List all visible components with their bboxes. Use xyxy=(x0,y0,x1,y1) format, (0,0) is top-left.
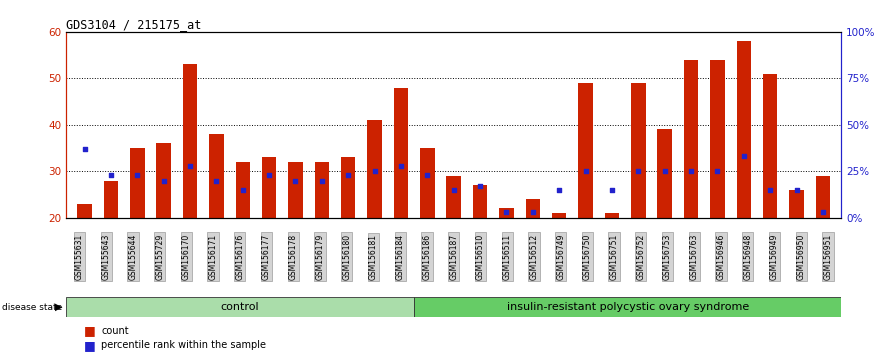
Text: GSM155729: GSM155729 xyxy=(155,234,164,280)
Bar xyxy=(710,60,725,311)
Text: GSM155644: GSM155644 xyxy=(129,233,137,280)
Point xyxy=(236,187,250,193)
Text: GSM156181: GSM156181 xyxy=(369,234,378,280)
Point xyxy=(816,209,830,215)
Point xyxy=(632,169,646,174)
Point xyxy=(104,172,118,178)
Point xyxy=(183,163,197,169)
Bar xyxy=(604,213,619,311)
Point xyxy=(684,169,698,174)
Text: GSM156179: GSM156179 xyxy=(315,234,324,280)
Bar xyxy=(367,120,381,311)
Text: GSM155643: GSM155643 xyxy=(101,233,111,280)
Bar xyxy=(789,190,803,311)
Point xyxy=(394,163,408,169)
Bar xyxy=(288,162,303,311)
Text: GDS3104 / 215175_at: GDS3104 / 215175_at xyxy=(66,18,202,31)
Text: GSM156180: GSM156180 xyxy=(343,234,352,280)
Text: count: count xyxy=(101,326,129,336)
Bar xyxy=(394,88,408,311)
Text: GSM156511: GSM156511 xyxy=(503,234,512,280)
Bar xyxy=(130,148,144,311)
Bar xyxy=(526,199,540,311)
Bar xyxy=(262,157,277,311)
Bar xyxy=(500,209,514,311)
Bar xyxy=(78,204,92,311)
Point xyxy=(579,169,593,174)
Point xyxy=(473,183,487,189)
Bar xyxy=(104,181,118,311)
Point xyxy=(315,178,329,183)
Bar xyxy=(631,83,646,311)
Text: GSM155631: GSM155631 xyxy=(75,234,84,280)
Text: GSM156949: GSM156949 xyxy=(770,233,779,280)
Bar xyxy=(737,41,751,311)
Text: disease state: disease state xyxy=(2,303,62,312)
Text: GSM156752: GSM156752 xyxy=(636,234,646,280)
Text: GSM156946: GSM156946 xyxy=(716,233,726,280)
Bar xyxy=(420,148,434,311)
Text: GSM156187: GSM156187 xyxy=(449,234,458,280)
Bar xyxy=(235,162,250,311)
Text: ■: ■ xyxy=(84,339,95,352)
Bar xyxy=(763,74,777,311)
Point xyxy=(447,187,461,193)
Bar xyxy=(578,83,593,311)
Point xyxy=(130,172,144,178)
Bar xyxy=(657,130,672,311)
Point xyxy=(341,172,355,178)
Text: GSM156176: GSM156176 xyxy=(235,234,244,280)
Point xyxy=(763,187,777,193)
Text: GSM156950: GSM156950 xyxy=(796,233,806,280)
Text: GSM156951: GSM156951 xyxy=(824,234,833,280)
Point xyxy=(288,178,302,183)
Bar xyxy=(341,157,356,311)
Text: GSM156177: GSM156177 xyxy=(262,234,271,280)
Point xyxy=(210,178,224,183)
Text: ▶: ▶ xyxy=(55,302,63,312)
Text: GSM156512: GSM156512 xyxy=(529,234,538,280)
Bar xyxy=(684,60,699,311)
Text: GSM156763: GSM156763 xyxy=(690,233,699,280)
Text: GSM156184: GSM156184 xyxy=(396,234,404,280)
Point xyxy=(157,178,171,183)
Bar xyxy=(315,162,329,311)
Point xyxy=(657,169,671,174)
Text: GSM156186: GSM156186 xyxy=(423,234,432,280)
Bar xyxy=(552,213,566,311)
Text: GSM156510: GSM156510 xyxy=(476,234,485,280)
Text: GSM156753: GSM156753 xyxy=(663,233,672,280)
Text: GSM156750: GSM156750 xyxy=(583,233,592,280)
Point xyxy=(500,209,514,215)
Point xyxy=(605,187,619,193)
Text: insulin-resistant polycystic ovary syndrome: insulin-resistant polycystic ovary syndr… xyxy=(507,302,749,312)
Bar xyxy=(447,176,461,311)
Text: GSM156171: GSM156171 xyxy=(209,234,218,280)
Point xyxy=(262,172,276,178)
Point xyxy=(737,154,751,159)
Text: percentile rank within the sample: percentile rank within the sample xyxy=(101,340,266,350)
FancyBboxPatch shape xyxy=(66,297,414,318)
Bar xyxy=(473,185,487,311)
Bar xyxy=(182,64,197,311)
Text: control: control xyxy=(221,302,259,312)
Text: GSM156751: GSM156751 xyxy=(610,234,618,280)
Point xyxy=(78,146,92,152)
Bar xyxy=(209,134,224,311)
Text: ■: ■ xyxy=(84,325,95,337)
Text: GSM156749: GSM156749 xyxy=(556,233,565,280)
Bar xyxy=(157,143,171,311)
Text: GSM156170: GSM156170 xyxy=(181,234,191,280)
Bar xyxy=(816,176,830,311)
Point xyxy=(789,187,803,193)
Point xyxy=(420,172,434,178)
Text: GSM156178: GSM156178 xyxy=(289,234,298,280)
FancyBboxPatch shape xyxy=(414,297,841,318)
Point xyxy=(367,169,381,174)
Point xyxy=(552,187,566,193)
Text: GSM156948: GSM156948 xyxy=(744,234,752,280)
Point xyxy=(710,169,724,174)
Point xyxy=(526,209,540,215)
